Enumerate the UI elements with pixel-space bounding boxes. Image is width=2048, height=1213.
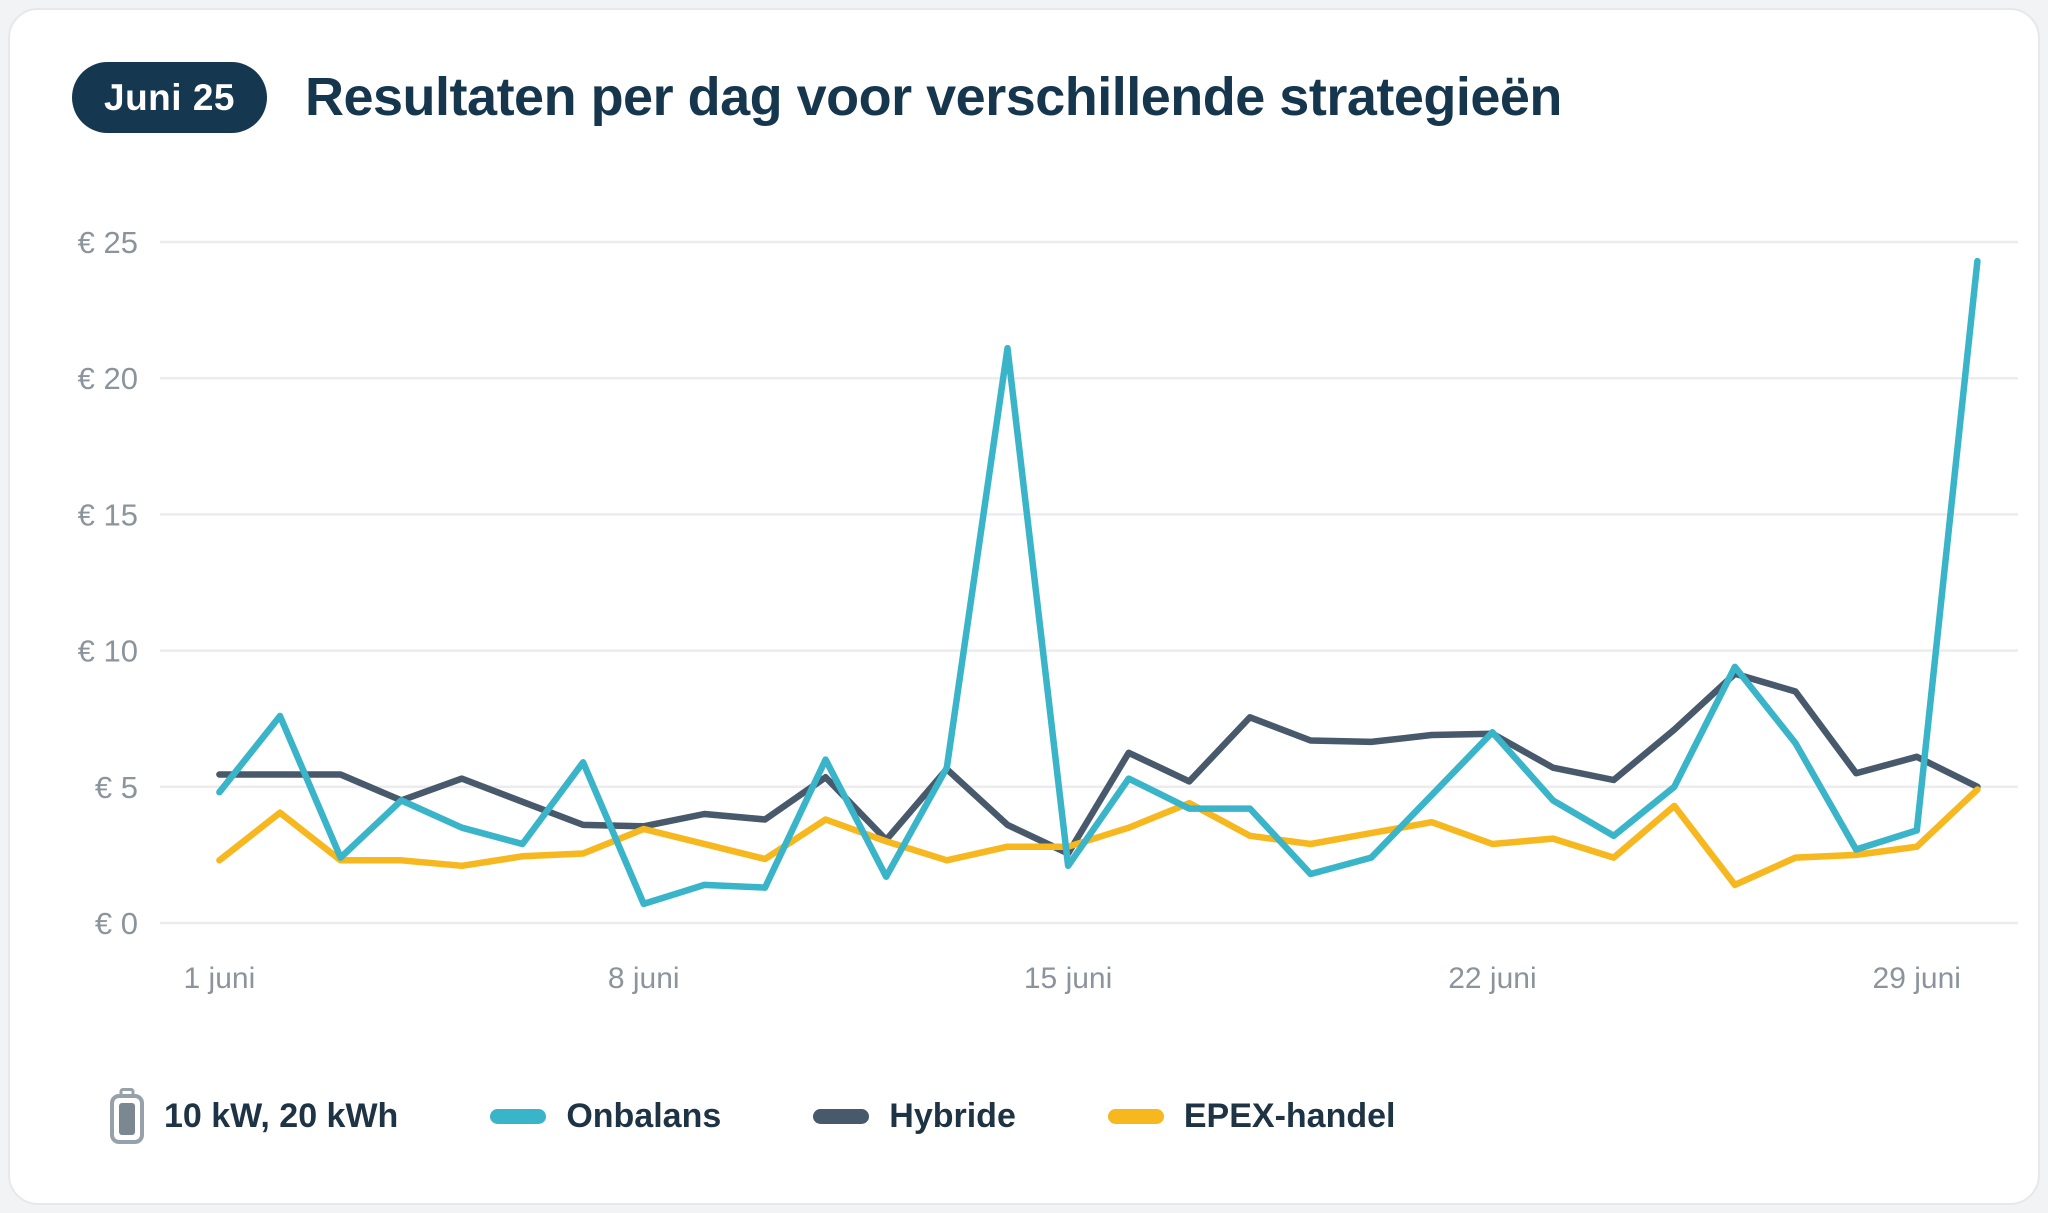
x-tick-label-8: 8 juni xyxy=(608,962,680,995)
chart-card: Juni 25 Resultaten per dag voor verschil… xyxy=(8,8,2040,1205)
y-tick-label-5: € 5 xyxy=(95,770,138,805)
header: Juni 25 Resultaten per dag voor verschil… xyxy=(72,62,1562,133)
series-line-hybride xyxy=(216,670,1981,857)
battery-legend: 10 kW, 20 kWh xyxy=(110,1088,398,1144)
x-tick-label-15: 15 juni xyxy=(1024,962,1112,995)
y-tick-label-10: € 10 xyxy=(78,634,138,669)
y-tick-label-0: € 0 xyxy=(95,906,138,941)
series-line-epex-handel xyxy=(216,786,1981,889)
series-line-onbalans xyxy=(216,257,1981,908)
legend-item-onbalans: Onbalans xyxy=(490,1097,721,1136)
hybride-swatch xyxy=(813,1108,870,1124)
line-chart: € 0 € 5 € 10 € 15 € 20 € 25 1 juni 8 juni 15 jun… xyxy=(10,160,2048,1030)
legend: 10 kW, 20 kWh Onbalans Hybride EPEX-hand… xyxy=(110,1088,1395,1144)
y-tick-label-20: € 20 xyxy=(78,361,138,396)
x-tick-label-22: 22 juni xyxy=(1448,962,1536,995)
month-badge: Juni 25 xyxy=(72,62,267,133)
epex-swatch xyxy=(1107,1108,1164,1124)
onbalans-label: Onbalans xyxy=(566,1096,722,1135)
battery-icon xyxy=(110,1088,144,1144)
x-tick-label-29: 29 juni xyxy=(1873,962,1961,995)
onbalans-swatch xyxy=(490,1108,547,1124)
battery-label: 10 kW, 20 kWh xyxy=(164,1096,399,1135)
chart-canvas: € 0 € 5 € 10 € 15 € 20 € 25 1 juni 8 juni 15 jun… xyxy=(78,225,2018,995)
x-tick-label-1: 1 juni xyxy=(184,962,256,995)
page-title: Resultaten per dag voor verschillende st… xyxy=(305,66,1562,127)
y-tick-label-15: € 15 xyxy=(78,497,138,532)
legend-item-epex: EPEX-handel xyxy=(1107,1096,1396,1136)
hybride-label: Hybride xyxy=(889,1096,1016,1135)
legend-item-hybride: Hybride xyxy=(813,1097,1016,1136)
y-tick-label-25: € 25 xyxy=(78,225,138,260)
epex-label: EPEX-handel xyxy=(1183,1096,1396,1135)
